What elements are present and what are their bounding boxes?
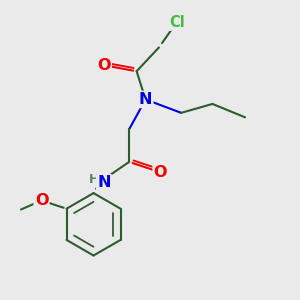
Text: H: H — [89, 173, 100, 186]
Text: O: O — [97, 58, 111, 73]
Text: N: N — [139, 92, 152, 107]
Text: Cl: Cl — [169, 15, 184, 30]
Text: O: O — [35, 193, 48, 208]
Text: N: N — [97, 175, 111, 190]
Text: O: O — [154, 165, 167, 180]
